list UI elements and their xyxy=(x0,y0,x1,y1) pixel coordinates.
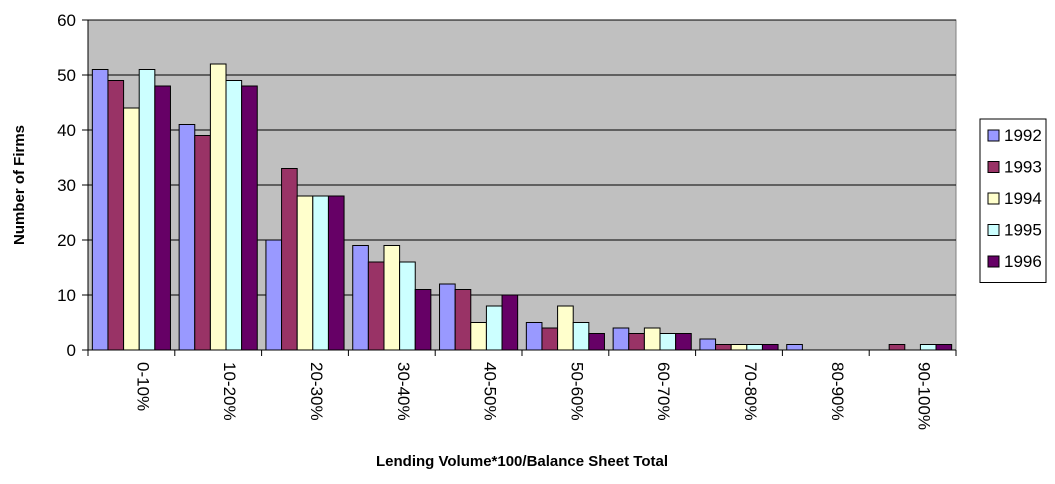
bar-1995-30-40% xyxy=(399,261,416,351)
bar-1996-90-100% xyxy=(935,344,953,351)
bar-1994-10-20% xyxy=(209,63,227,351)
y-tick-labels: 0 10 20 30 40 50 60 xyxy=(57,11,76,360)
legend-swatch-1992 xyxy=(987,129,1000,142)
bar-1996-30-40% xyxy=(414,289,432,351)
y-tick-label: 50 xyxy=(57,66,76,85)
bar-1992-80-90% xyxy=(786,344,803,351)
bar-1992-50-60% xyxy=(525,322,543,351)
bar-1995-90-100% xyxy=(919,344,937,351)
y-axis-title: Number of Firms xyxy=(11,125,28,245)
bar-1994-40-50% xyxy=(470,322,487,351)
bar-1996-0-10% xyxy=(154,85,171,351)
axes xyxy=(82,19,957,356)
bar-1993-50-60% xyxy=(541,327,559,351)
legend-swatch-1993 xyxy=(987,161,1000,173)
bar-1994-20-30% xyxy=(296,195,314,351)
legend-swatch-1996 xyxy=(987,255,1000,268)
bar-1996-60-70% xyxy=(675,333,692,351)
bar-1996-70-80% xyxy=(761,344,779,351)
bar-1995-60-70% xyxy=(659,333,677,351)
bar-1995-70-80% xyxy=(746,344,763,351)
x-axis-title: Lending Volume*100/Balance Sheet Total xyxy=(376,453,668,470)
x-tick-label: 50-60% xyxy=(567,362,586,421)
x-tick-label: 60-70% xyxy=(654,362,673,421)
x-tick-label: 0-10% xyxy=(133,362,152,411)
bar-1994-50-60% xyxy=(557,305,574,351)
bar-1993-40-50% xyxy=(454,289,472,351)
bar-1992-40-50% xyxy=(439,283,456,351)
bar-1993-30-40% xyxy=(367,261,385,351)
bar-1993-10-20% xyxy=(194,135,211,351)
bar-1993-60-70% xyxy=(628,333,645,351)
y-tick-label: 40 xyxy=(57,121,76,140)
bar-1994-60-70% xyxy=(643,327,661,351)
legend-label: 1995 xyxy=(1004,221,1042,240)
x-tick-label: 40-50% xyxy=(481,362,500,421)
bar-1993-0-10% xyxy=(107,80,125,351)
y-tick-label: 10 xyxy=(57,286,76,305)
bar-1992-10-20% xyxy=(178,124,196,351)
bar-1995-50-60% xyxy=(572,322,590,351)
bar-1993-20-30% xyxy=(281,168,298,351)
x-tick-label: 30-40% xyxy=(394,362,413,421)
bar-1992-0-10% xyxy=(91,69,109,351)
bar-1996-40-50% xyxy=(501,294,519,351)
y-tick-label: 30 xyxy=(57,176,76,195)
bar-1996-10-20% xyxy=(241,85,258,351)
bar-1994-30-40% xyxy=(383,245,401,351)
bar-1992-20-30% xyxy=(265,239,283,351)
x-tick-label: 90-100% xyxy=(915,362,934,430)
legend-label: 1992 xyxy=(1004,126,1042,145)
legend-swatch-1994 xyxy=(987,192,1000,205)
bar-1994-70-80% xyxy=(730,344,748,351)
y-tick-label: 0 xyxy=(67,341,76,360)
legend-label: 1994 xyxy=(1004,189,1042,208)
x-tick-label: 10-20% xyxy=(220,362,239,421)
bar-1993-70-80% xyxy=(715,344,732,351)
bar-1992-60-70% xyxy=(612,327,630,351)
bar-1994-0-10% xyxy=(123,107,140,351)
legend-swatch-1995 xyxy=(987,224,1000,236)
y-tick-label: 20 xyxy=(57,231,76,250)
x-tick-label: 70-80% xyxy=(741,362,760,421)
x-tick-labels: 0-10% 10-20% 20-30% 30-40% 40-50% 50-60% 60-70… xyxy=(133,362,933,430)
bar-1996-50-60% xyxy=(588,333,605,351)
bar-1996-20-30% xyxy=(327,195,345,351)
bar-1995-0-10% xyxy=(138,69,156,351)
bar-1995-10-20% xyxy=(225,80,243,351)
bar-1992-30-40% xyxy=(352,245,369,351)
bars xyxy=(91,63,953,351)
bar-1995-20-30% xyxy=(312,195,329,351)
bar-1993-90-100% xyxy=(888,344,906,351)
x-tick-label: 20-30% xyxy=(307,362,326,421)
legend-label: 1993 xyxy=(1004,158,1042,177)
y-tick-label: 60 xyxy=(57,11,76,30)
legend: 1992 1993 1994 1995 1996 xyxy=(979,118,1047,283)
x-tick-label: 80-90% xyxy=(828,362,847,421)
bar-1995-40-50% xyxy=(485,305,503,351)
bar-1992-70-80% xyxy=(699,338,717,351)
legend-label: 1996 xyxy=(1004,252,1042,271)
